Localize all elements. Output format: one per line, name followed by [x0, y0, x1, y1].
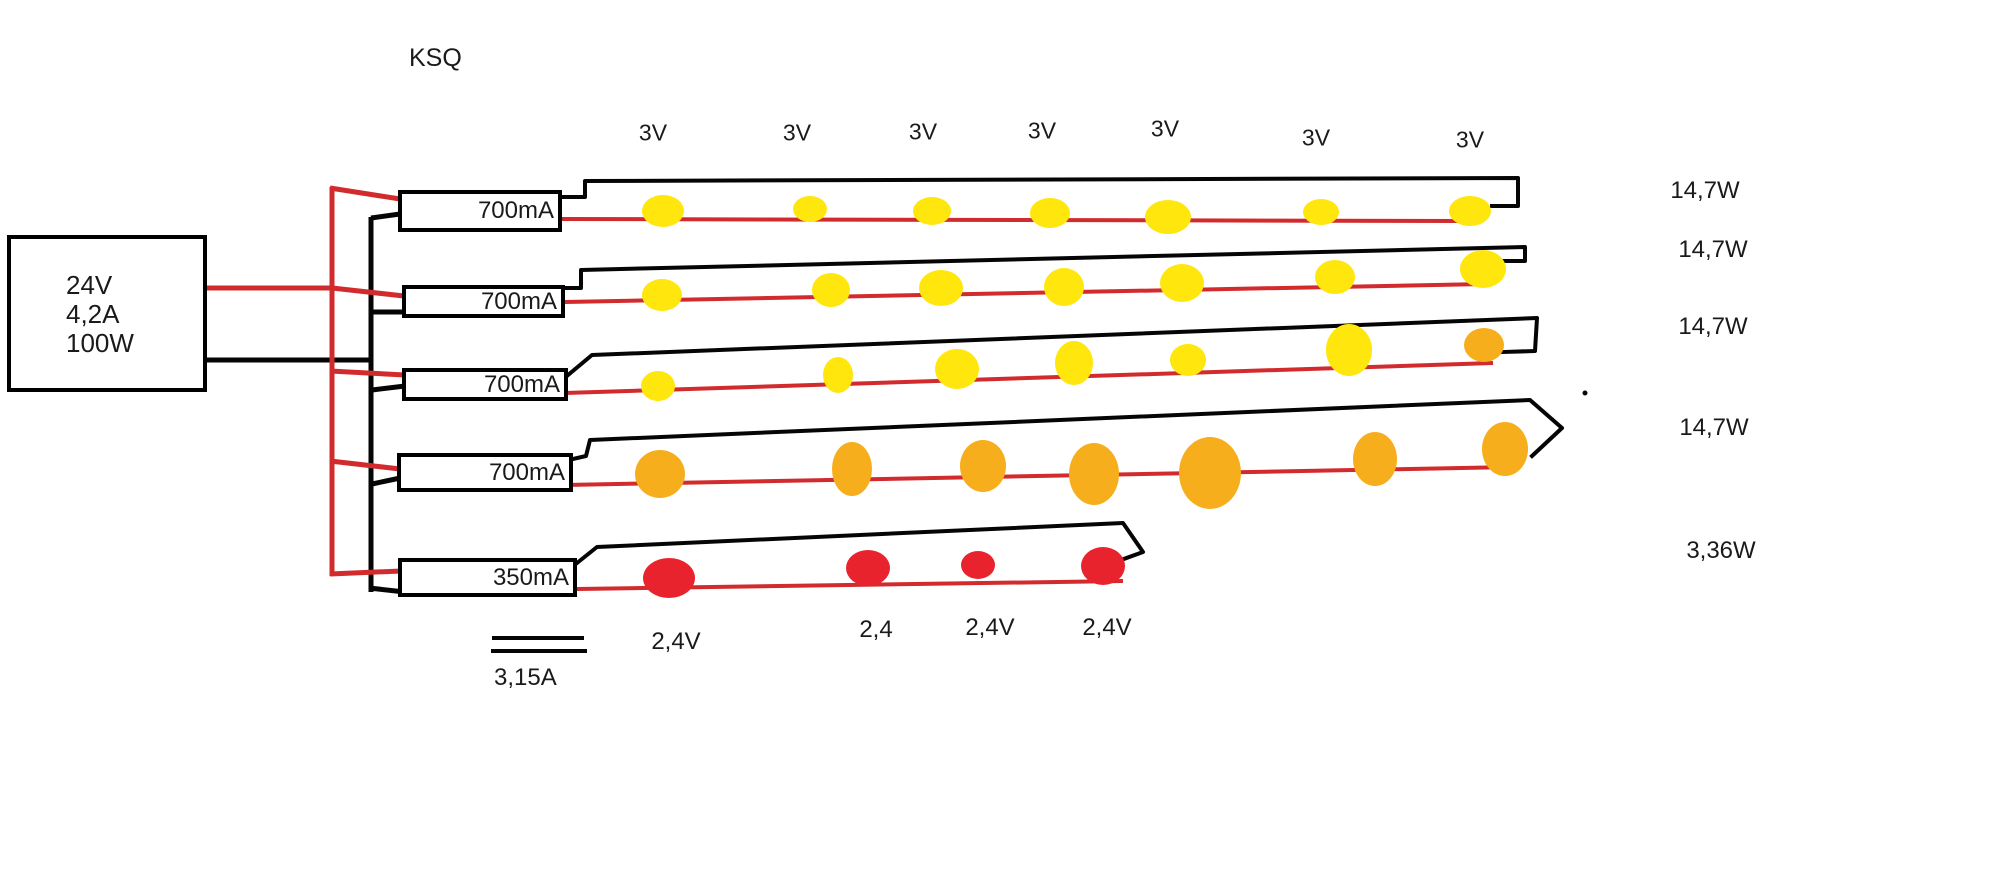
led-voltage-label: 2,4V — [1082, 614, 1132, 641]
strip-2-outline — [563, 245, 1527, 290]
strip-1-led — [642, 195, 684, 227]
strip-3-outline — [565, 316, 1539, 378]
voltage-label: 3V — [908, 118, 938, 145]
driver-label: 700mA — [488, 458, 565, 486]
strip-2-led — [812, 273, 850, 307]
strip-3-led — [1326, 324, 1372, 376]
driver-box: 700mA — [402, 368, 568, 401]
power-label: 14,7W — [1678, 313, 1748, 340]
voltage-label: 3V — [782, 119, 812, 146]
strip-3-led — [641, 371, 675, 401]
power-label: 14,7W — [1679, 414, 1749, 441]
strip-2-led — [1460, 250, 1506, 288]
strip-5-led — [643, 558, 695, 598]
black-branch-3-wire — [371, 383, 406, 393]
strip-4-led — [1179, 437, 1241, 509]
red-branch-3-wire — [329, 368, 406, 378]
strip-3-led — [935, 349, 979, 389]
driver-box: 700mA — [398, 190, 562, 232]
power-label: 3,36W — [1686, 537, 1756, 564]
psu-spec-voltage: 24V — [66, 270, 113, 300]
voltage-label: 3V — [1301, 124, 1331, 151]
psu-spec-current: 4,2A — [66, 299, 120, 329]
black-branch-1-wire — [370, 211, 401, 221]
strip-1-led — [1449, 196, 1491, 226]
strip-4-led — [960, 440, 1006, 492]
driver-label: 700mA — [480, 287, 557, 315]
strip-2-led — [1315, 260, 1355, 294]
driver-label: 700mA — [477, 197, 554, 224]
led-voltage-label: 2,4V — [651, 628, 701, 655]
power-label: 14,7W — [1678, 236, 1748, 263]
strip-5-led — [1081, 547, 1125, 585]
strip-2-led — [919, 270, 963, 306]
voltage-label: 3V — [1027, 117, 1057, 144]
voltage-label: 3V — [638, 119, 668, 146]
voltage-label: 3V — [1455, 126, 1485, 153]
driver-label: 700mA — [483, 370, 560, 398]
strip-3-led — [1055, 341, 1093, 385]
current-label: 3,15A — [494, 664, 557, 691]
strip-4-led — [1482, 422, 1528, 476]
strip-1-led — [793, 196, 827, 222]
strip-1-led — [913, 197, 951, 225]
driver-label: 350mA — [492, 563, 569, 591]
strip-2-led — [642, 279, 682, 311]
red-branch-1-wire — [329, 185, 401, 202]
strip-4-led — [635, 450, 685, 498]
strip-5-outline — [574, 521, 1145, 566]
led-voltage-label: 2,4V — [965, 614, 1015, 641]
power-label: 14,7W — [1670, 177, 1740, 204]
strip-5-led — [846, 550, 890, 586]
strip-4-led — [1069, 443, 1119, 505]
voltage-label: 3V — [1150, 115, 1180, 142]
strip-4-led — [1353, 432, 1397, 486]
strip-5-led — [961, 551, 995, 579]
red-branch-5-wire — [329, 568, 402, 577]
psu-box: 24V 4,2A 100W — [7, 235, 207, 392]
strip-1-led — [1303, 199, 1339, 225]
strip-3-led — [1464, 328, 1504, 362]
ink-dot — [1582, 390, 1588, 396]
red-branch-4-wire — [329, 458, 401, 472]
strip-4-outline — [570, 398, 1564, 462]
strip-3-led — [823, 357, 853, 393]
strip-4-led — [832, 442, 872, 496]
driver-box: 700mA — [402, 285, 565, 318]
led-voltage-label: 2,4 — [859, 616, 893, 643]
ksq-title: KSQ — [409, 44, 462, 72]
strip-1-led — [1145, 200, 1191, 234]
strip-1-led — [1030, 198, 1070, 228]
driver-box: 350mA — [398, 558, 577, 597]
psu-spec-power: 100W — [66, 328, 134, 358]
strip-2-led — [1044, 268, 1084, 306]
strip-1-outline — [560, 176, 1520, 208]
strip-2-led — [1160, 264, 1204, 302]
strip-3-led — [1170, 344, 1206, 376]
driver-box: 700mA — [397, 453, 573, 492]
red-branch-2-wire — [331, 285, 405, 299]
